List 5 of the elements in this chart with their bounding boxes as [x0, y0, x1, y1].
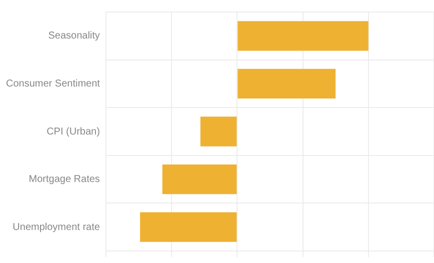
- y-tick-label: Consumer Sentiment: [6, 78, 100, 90]
- y-tick-label: Unemployment rate: [12, 222, 100, 233]
- y-tick-label: Seasonality: [48, 30, 100, 42]
- y-tick-label: Mortgage Rates: [28, 174, 100, 186]
- y-tick-label: CPI (Urban): [46, 126, 100, 138]
